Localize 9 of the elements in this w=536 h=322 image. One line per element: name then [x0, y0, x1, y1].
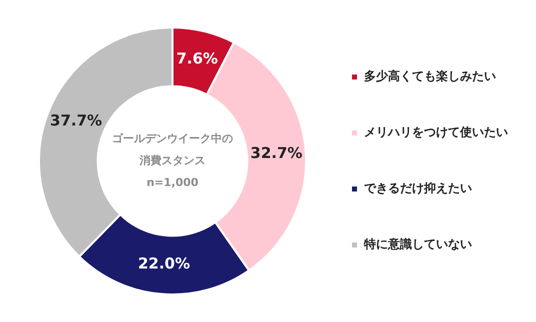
data-label: 7.6% — [176, 50, 218, 68]
legend-label: 特に意識していない — [363, 237, 472, 252]
data-label: 32.7% — [250, 144, 302, 162]
legend-label: 多少高くても楽しみたい — [364, 69, 496, 84]
text: n=1,000 — [146, 176, 199, 189]
legend-label: メリハリをつけて使いたい — [364, 125, 508, 140]
data-label: 22.0% — [138, 254, 190, 273]
legend-label: できるだけ抑えたい — [364, 181, 472, 196]
data-label: 37.7% — [50, 112, 102, 130]
